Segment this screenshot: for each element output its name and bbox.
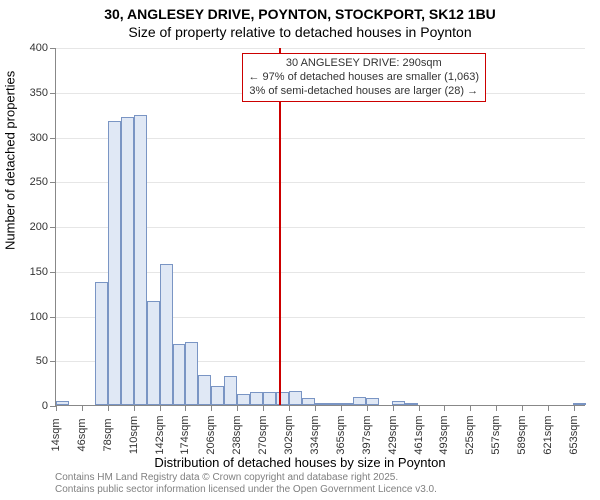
y-tick-label: 150 — [30, 266, 48, 278]
histogram-bar — [160, 264, 173, 405]
x-tick — [56, 405, 57, 411]
y-axis-title: Number of detached properties — [3, 71, 18, 250]
x-tick-label: 589sqm — [516, 415, 528, 454]
histogram-bar — [134, 115, 147, 405]
x-tick-label: 142sqm — [154, 415, 166, 454]
title-address: 30, ANGLESEY DRIVE, POYNTON, STOCKPORT, … — [0, 6, 600, 22]
y-tick-label: 400 — [30, 42, 48, 54]
x-tick — [393, 405, 394, 411]
callout-box: 30 ANGLESEY DRIVE: 290sqm← 97% of detach… — [242, 53, 487, 102]
x-tick — [108, 405, 109, 411]
x-tick — [315, 405, 316, 411]
x-tick-label: 557sqm — [490, 415, 502, 454]
x-tick — [367, 405, 368, 411]
x-tick — [574, 405, 575, 411]
x-tick-label: 174sqm — [179, 415, 191, 454]
histogram-bar — [147, 301, 160, 405]
x-tick — [134, 405, 135, 411]
histogram-bar — [237, 394, 250, 405]
histogram-bar — [353, 397, 366, 405]
chart-container: 30, ANGLESEY DRIVE, POYNTON, STOCKPORT, … — [0, 0, 600, 500]
histogram-bar — [366, 398, 379, 405]
footer-line-1: Contains HM Land Registry data © Crown c… — [55, 472, 437, 484]
footer-line-2: Contains public sector information licen… — [55, 484, 437, 496]
x-tick — [522, 405, 523, 411]
y-tick-label: 100 — [30, 311, 48, 323]
y-tick — [50, 93, 56, 94]
plot-area: 05010015020025030035040014sqm46sqm78sqm1… — [55, 48, 585, 406]
gridline — [56, 48, 585, 49]
histogram-bar — [328, 403, 341, 405]
y-tick — [50, 361, 56, 362]
x-tick — [185, 405, 186, 411]
x-tick — [470, 405, 471, 411]
y-tick — [50, 272, 56, 273]
x-tick — [263, 405, 264, 411]
x-tick-label: 621sqm — [542, 415, 554, 454]
x-tick-label: 429sqm — [387, 415, 399, 454]
y-tick — [50, 138, 56, 139]
x-tick-label: 493sqm — [438, 415, 450, 454]
x-tick — [211, 405, 212, 411]
x-tick-label: 14sqm — [50, 418, 62, 451]
histogram-bar — [185, 342, 198, 405]
y-tick-label: 350 — [30, 87, 48, 99]
y-tick — [50, 182, 56, 183]
histogram-bar — [121, 117, 134, 405]
x-tick-label: 78sqm — [102, 418, 114, 451]
histogram-bar — [263, 392, 276, 405]
histogram-bar — [340, 403, 353, 405]
histogram-bar — [211, 386, 224, 405]
x-tick-label: 397sqm — [361, 415, 373, 454]
x-tick — [82, 405, 83, 411]
x-tick-label: 270sqm — [257, 415, 269, 454]
callout-line: ← 97% of detached houses are smaller (1,… — [249, 71, 480, 85]
x-tick-label: 461sqm — [413, 415, 425, 454]
histogram-bar — [108, 121, 121, 405]
y-tick — [50, 317, 56, 318]
histogram-bar — [224, 376, 237, 405]
x-tick-label: 653sqm — [568, 415, 580, 454]
x-tick — [444, 405, 445, 411]
x-tick-label: 110sqm — [128, 416, 140, 454]
title-subtitle: Size of property relative to detached ho… — [0, 24, 600, 40]
histogram-bar — [276, 392, 289, 405]
x-tick-label: 206sqm — [205, 415, 217, 454]
histogram-bar — [392, 401, 405, 405]
x-tick-label: 46sqm — [76, 418, 88, 451]
y-tick-label: 0 — [42, 400, 48, 412]
y-tick — [50, 48, 56, 49]
x-tick — [341, 405, 342, 411]
callout-line: 3% of semi-detached houses are larger (2… — [249, 85, 480, 99]
y-tick-label: 250 — [30, 176, 48, 188]
x-tick — [548, 405, 549, 411]
x-tick — [160, 405, 161, 411]
y-tick — [50, 227, 56, 228]
histogram-bar — [250, 392, 263, 405]
x-tick-label: 365sqm — [335, 415, 347, 454]
histogram-bar — [289, 391, 302, 405]
footer-attribution: Contains HM Land Registry data © Crown c… — [55, 472, 437, 496]
x-tick-label: 525sqm — [464, 415, 476, 454]
x-tick-label: 238sqm — [231, 415, 243, 454]
y-tick-label: 300 — [30, 132, 48, 144]
x-tick — [419, 405, 420, 411]
histogram-bar — [573, 403, 586, 405]
x-tick — [289, 405, 290, 411]
histogram-bar — [302, 398, 315, 405]
histogram-bar — [56, 401, 69, 405]
x-tick — [496, 405, 497, 411]
y-tick-label: 200 — [30, 221, 48, 233]
y-tick-label: 50 — [36, 355, 48, 367]
x-tick — [237, 405, 238, 411]
histogram-bar — [173, 344, 186, 405]
histogram-bar — [405, 403, 418, 405]
x-tick-label: 302sqm — [283, 415, 295, 454]
histogram-bar — [315, 403, 328, 405]
x-axis-title: Distribution of detached houses by size … — [0, 455, 600, 470]
callout-line: 30 ANGLESEY DRIVE: 290sqm — [249, 57, 480, 71]
histogram-bar — [198, 375, 211, 405]
histogram-bar — [95, 282, 108, 405]
x-tick-label: 334sqm — [309, 415, 321, 454]
